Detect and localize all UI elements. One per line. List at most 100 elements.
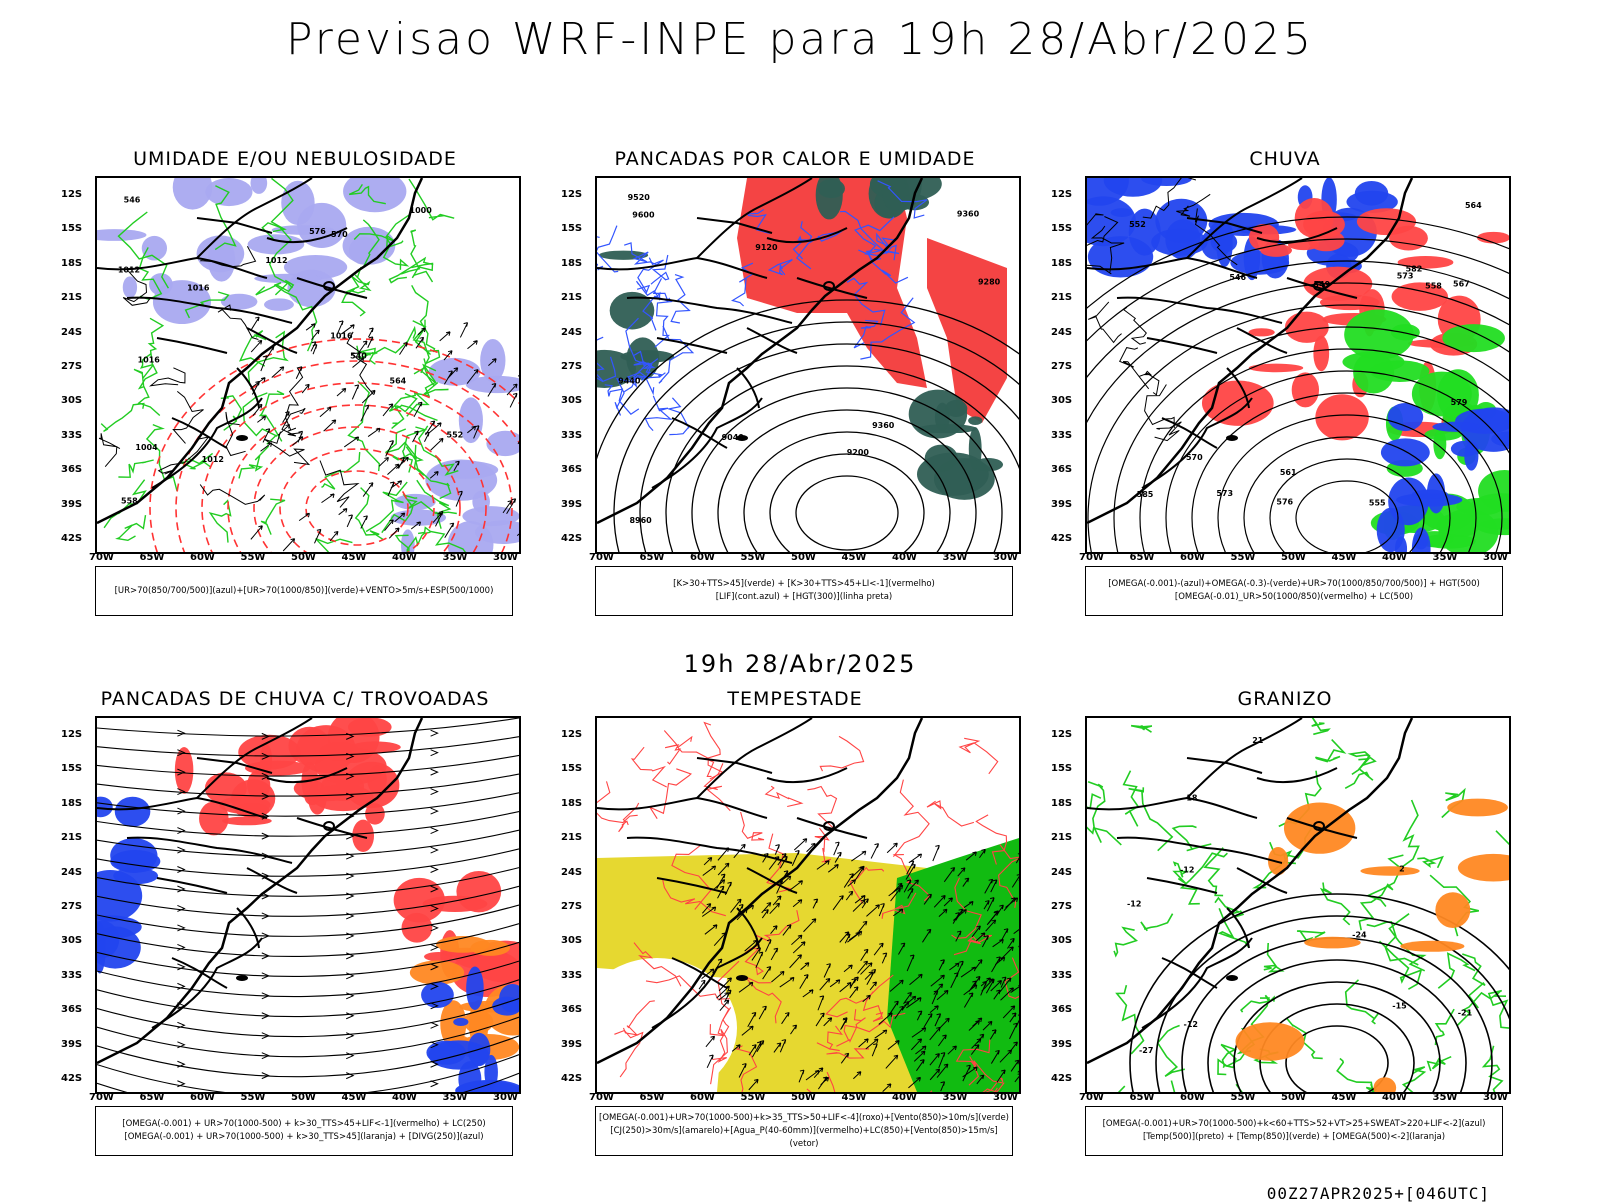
isoline [796,476,898,550]
legend-box: [K>30+TTS>45](verde) + [K>30+TTS>45+LI<-… [595,566,1013,616]
flow-arrow [431,1022,438,1028]
contour-label: 570 [331,230,348,239]
wind-vector [322,494,335,503]
longitude-tick-label: 70W [589,552,614,563]
latitude-tick-label: 27S [561,901,582,912]
contour-label: 8960 [629,516,652,525]
contour-label: 9200 [847,448,870,457]
contour-line [671,275,689,323]
wind-vector [460,323,467,338]
contour-line [1399,800,1419,870]
contour-line [143,318,163,378]
contour-line [605,385,639,414]
wind-vector [871,844,878,859]
latitude-tick-label: 39S [61,1039,82,1050]
latitude-tick-label: 15S [61,763,82,774]
contour-label: 546 [124,196,141,205]
wind-vector [347,515,352,527]
longitude-tick-label: 50W [291,1092,316,1103]
contour-label: 555 [1369,498,1386,507]
latitude-tick-label: 12S [1051,729,1072,740]
contour-line [1158,1026,1185,1077]
shaded-region [470,940,510,956]
shaded-region [1292,372,1319,407]
latitude-tick-label: 15S [561,763,582,774]
legend-line: [Temp(500)](preto) + [Temp(850)](verde) … [1086,1131,1502,1144]
state-border [1187,758,1262,773]
latitude-tick-label: 12S [61,729,82,740]
longitude-tick-label: 60W [190,1092,215,1103]
shaded-region [1370,360,1430,382]
contour-line [1417,857,1442,868]
latitude-tick-label: 24S [61,867,82,878]
latitude-tick-label: 15S [1051,223,1072,234]
latitude-tick-label: 24S [561,867,582,878]
contour-label: 1000 [410,206,433,215]
contour-line [669,398,689,435]
latitude-tick-label: 33S [61,970,82,981]
isoline [254,427,460,552]
flow-arrow [431,730,438,736]
contour-label: 552 [447,431,464,440]
latitude-tick-label: 24S [561,327,582,338]
state-border [197,218,272,233]
contour-label: 573 [1397,271,1414,280]
latitude-tick-label: 24S [1051,867,1072,878]
shaded-region [433,461,498,479]
contour-label: 585 [1137,490,1154,499]
shaded-region [123,276,137,298]
wind-vector [851,851,865,861]
contour-line [893,780,929,857]
latitude-tick-label: 15S [561,223,582,234]
wind-vector [251,317,260,331]
shaded-region [1249,364,1303,373]
contour-label: 576 [309,227,326,236]
shaded-region [1447,799,1508,817]
contour-label: 540 [350,352,367,361]
longitude-tick-label: 70W [589,1092,614,1103]
shaded-region [343,178,406,212]
latitude-tick-label: 12S [561,189,582,200]
contour-label: -27 [1139,1046,1153,1055]
latitude-tick-label: 36S [1051,1004,1072,1015]
state-border [172,418,227,448]
contour-line [651,255,669,284]
contour-line [1141,914,1173,931]
contour-label: 576 [1276,498,1293,507]
longitude-tick-label: 35W [443,1092,468,1103]
contour-line [1346,980,1379,1024]
contour-line [286,367,303,431]
latitude-tick-label: 12S [561,729,582,740]
legend-line: [OMEGA(-0.001)+UR>70(1000-500)+k<60+TTS>… [1086,1118,1502,1131]
longitude-tick-label: 35W [443,552,468,563]
shaded-region [97,797,113,818]
legend-line: [OMEGA(-0.001) + UR>70(1000-500) + k>30_… [96,1131,512,1144]
weather-map [595,716,1021,1094]
contour-label: 9440 [618,377,641,386]
contour-line [927,801,974,826]
longitude-tick-label: 30W [993,1092,1018,1103]
wind-vector [369,328,374,337]
contour-label: 546 [1229,273,1246,282]
contour-line [807,787,836,828]
contour-label: 1016 [138,356,161,365]
streamline [97,812,519,837]
latitude-tick-label: 27S [61,901,82,912]
latitude-tick-label: 27S [61,361,82,372]
contour-label: -24 [1352,931,1367,940]
contour-label: 9360 [957,210,980,219]
state-border [1087,798,1257,818]
latitude-tick-label: 24S [61,327,82,338]
contour-line [261,499,285,534]
wind-vector [467,341,477,349]
wind-vector [440,332,450,341]
wind-vector [361,516,368,529]
state-border [1117,298,1282,323]
contour-label: 561 [1280,468,1297,477]
isoline [770,454,924,552]
shaded-region [1374,1077,1397,1092]
